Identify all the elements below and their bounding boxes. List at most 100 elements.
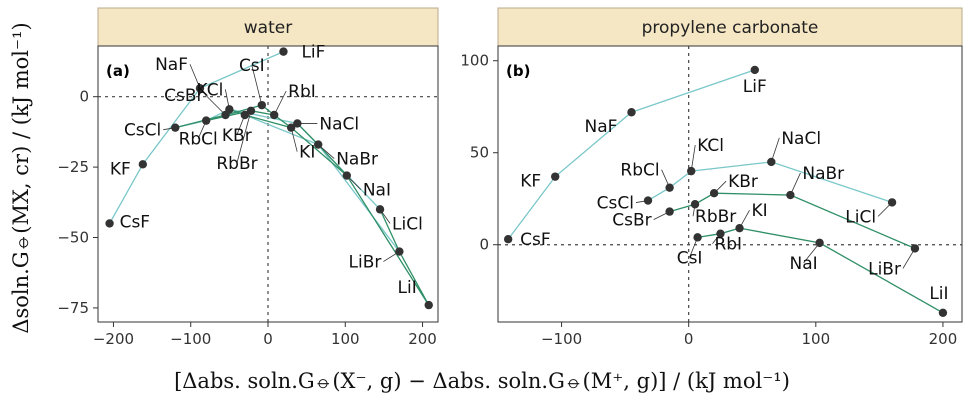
point-label-kf: KF xyxy=(520,172,541,192)
point-label-nabr: NaBr xyxy=(802,164,844,184)
point-label-licl: LiCl xyxy=(392,214,423,234)
strip-title-propylene-carbonate: propylene carbonate xyxy=(642,18,819,38)
point-naf xyxy=(195,84,205,93)
point-label-cscl: CsCl xyxy=(124,121,161,141)
point-label-csi: CsI xyxy=(239,56,265,76)
panel-tag-a: (a) xyxy=(106,62,130,80)
y-tick-label: 0 xyxy=(79,88,89,106)
label-leader-nabr xyxy=(790,172,801,196)
point-csi xyxy=(257,100,267,110)
strip-title-water: water xyxy=(244,18,292,38)
label-leader-rbbr xyxy=(236,110,252,163)
label-leader-rbi xyxy=(273,90,287,116)
reference-lines-water xyxy=(98,46,438,322)
x-tick-label: 100 xyxy=(801,330,830,348)
point-label-nai: NaI xyxy=(790,254,818,274)
point-kf xyxy=(551,172,560,181)
point-label-lif: LiF xyxy=(743,77,767,97)
label-leader-ki xyxy=(739,209,750,229)
x-tick-label: 100 xyxy=(331,330,360,348)
y-tick-label: 50 xyxy=(470,144,489,162)
point-kcl xyxy=(225,105,234,114)
x-tick-label: −200 xyxy=(93,330,134,348)
label-leader-rbi xyxy=(712,233,721,244)
label-leader-nai xyxy=(346,175,362,190)
label-leader-libr xyxy=(902,248,916,269)
point-label-cscl: CsCl xyxy=(597,194,634,214)
point-naf xyxy=(627,108,636,117)
label-leader-csi xyxy=(689,237,698,258)
label-leader-ki xyxy=(290,127,298,152)
y-axis-title: Δsoln.G⦵(MX, cr) / (kJ mol⁻¹) xyxy=(9,22,33,333)
label-leader-cscl xyxy=(163,127,176,131)
point-label-csbr: CsBr xyxy=(164,86,203,106)
point-label-ki: KI xyxy=(299,143,315,163)
point-label-nai: NaI xyxy=(363,181,391,201)
label-leader-licl xyxy=(379,209,391,224)
plot-area-propylene-carbonate xyxy=(497,45,963,323)
label-leader-csbr xyxy=(205,94,226,116)
strip-water xyxy=(97,7,439,47)
label-leader-nabr xyxy=(317,144,335,159)
x-axis-title: [Δabs. soln.G⦵(X⁻, g) − Δabs. soln.G⦵(M⁺… xyxy=(174,369,790,393)
point-label-csf: CsF xyxy=(120,212,151,232)
label-leader-libr xyxy=(383,251,400,262)
point-label-nacl: NaCl xyxy=(319,114,359,134)
label-leader-csbr xyxy=(653,211,670,220)
label-leader-cscl xyxy=(635,200,649,203)
point-label-kbr: KBr xyxy=(728,172,758,192)
ticks-propylene-carbonate: −100 0 100 200 100 50 0 xyxy=(460,52,957,348)
point-label-naf: NaF xyxy=(585,117,618,137)
label-leader-nai xyxy=(803,242,820,264)
panel-propylene-carbonate: propylene carbonate CsF KF NaF LiF CsCl RbCl K… xyxy=(460,7,963,348)
point-labels-propylene-carbonate: CsF KF NaF LiF CsCl RbCl KCl NaCl LiCl CsBr RbBr KB… xyxy=(520,77,948,304)
x-tick-label: 200 xyxy=(408,330,437,348)
x-tick-label: 200 xyxy=(929,330,958,348)
point-lii xyxy=(938,308,948,317)
panel-tag-b: (b) xyxy=(506,62,530,80)
point-label-lii: LiI xyxy=(398,278,417,298)
point-label-nacl: NaCl xyxy=(781,129,821,149)
label-leader-rbcl xyxy=(197,120,207,139)
point-csf xyxy=(503,235,513,244)
x-tick-label: 0 xyxy=(684,330,694,348)
y-tick-label: 100 xyxy=(460,52,489,70)
point-label-rbbr: RbBr xyxy=(216,154,257,174)
x-tick-label: −100 xyxy=(170,330,211,348)
point-label-rbbr: RbBr xyxy=(695,207,736,227)
point-label-rbi: RbI xyxy=(714,235,742,255)
point-label-libr: LiBr xyxy=(349,253,382,273)
y-tick-label: 0 xyxy=(479,236,489,254)
label-leader-rbcl xyxy=(661,169,670,188)
y-tick-label: −50 xyxy=(57,229,89,247)
point-label-kcl: KCl xyxy=(697,136,724,156)
point-lif xyxy=(750,65,759,75)
label-leader-kbr xyxy=(713,180,727,194)
point-label-ki: KI xyxy=(752,201,768,221)
point-label-naf: NaF xyxy=(155,55,188,75)
label-leader-nacl xyxy=(770,137,780,163)
point-label-rbcl: RbCl xyxy=(179,130,218,150)
x-tick-label: 0 xyxy=(263,330,273,348)
label-leader-kcl xyxy=(690,145,696,172)
y-tick-label: −75 xyxy=(57,299,89,317)
label-leader-kcl xyxy=(224,89,230,110)
point-label-kbr: KBr xyxy=(222,126,252,146)
ticks-water: −200 −100 0 100 200 0 −25 −50 −75 xyxy=(57,88,437,348)
label-leader-licl xyxy=(877,202,893,217)
point-label-nabr: NaBr xyxy=(336,150,378,170)
point-lii xyxy=(424,300,433,310)
x-tick-label: −100 xyxy=(541,330,582,348)
point-label-kf: KF xyxy=(110,159,131,179)
point-label-csbr: CsBr xyxy=(612,211,651,231)
point-label-kcl: KCl xyxy=(197,80,224,100)
point-licl xyxy=(375,205,385,214)
point-label-rbi: RbI xyxy=(288,82,316,102)
label-leader-csi xyxy=(251,65,263,106)
point-label-libr: LiBr xyxy=(868,259,901,279)
point-label-rbcl: RbCl xyxy=(620,161,659,181)
series-line-csf-kf-naf-lif xyxy=(507,69,756,240)
label-leader-kbr xyxy=(236,114,246,136)
